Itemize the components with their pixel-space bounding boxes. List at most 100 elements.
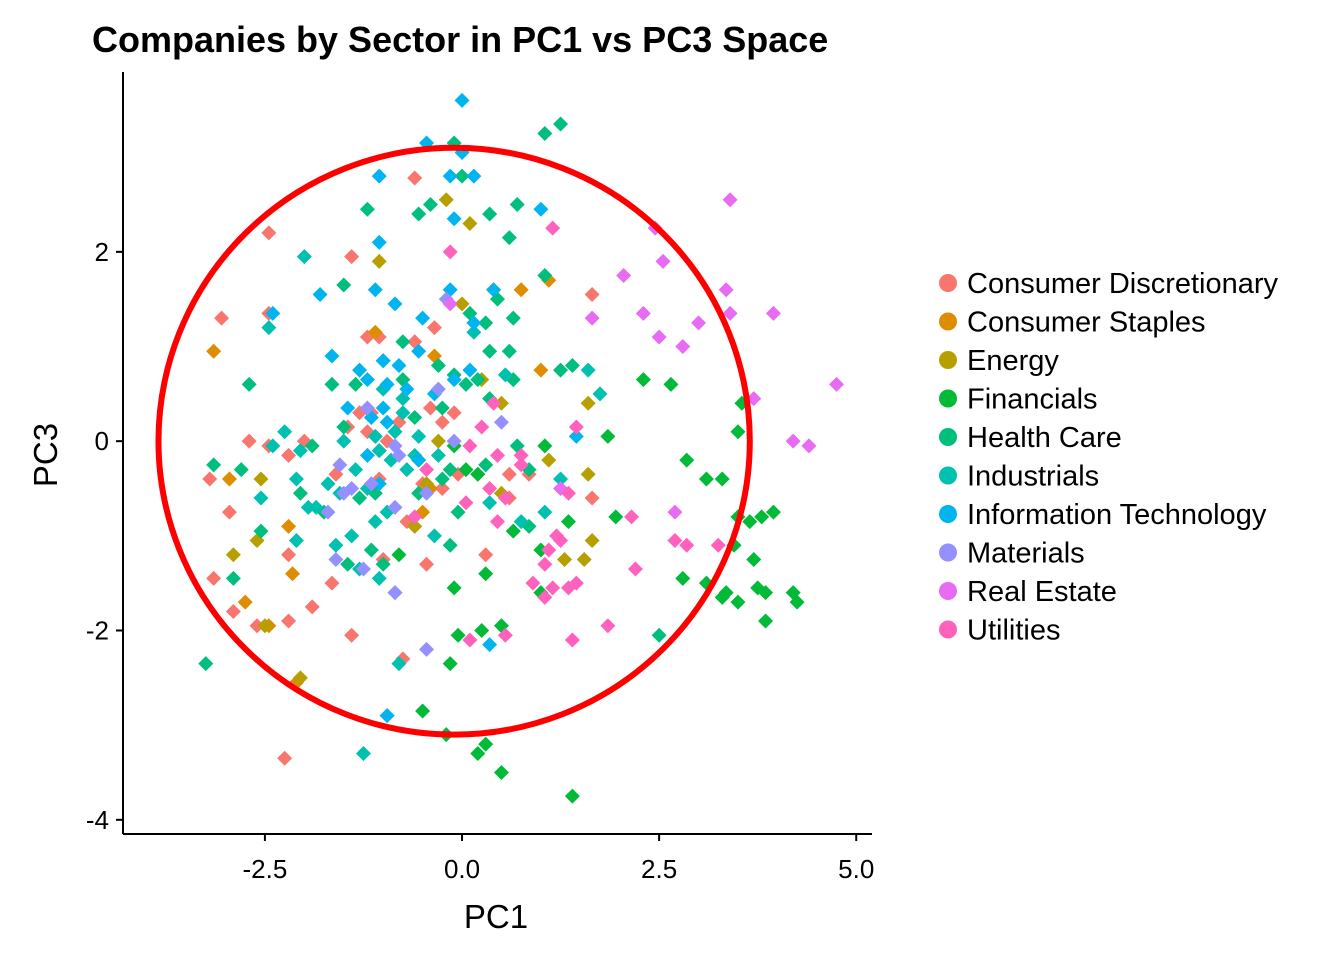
data-point xyxy=(281,518,297,534)
legend-item: Health Care xyxy=(939,422,1122,454)
data-point xyxy=(742,514,758,530)
data-point xyxy=(359,400,375,416)
data-point xyxy=(304,438,320,454)
data-point xyxy=(363,542,379,558)
data-point xyxy=(592,386,608,402)
data-point xyxy=(509,197,525,213)
data-point xyxy=(584,533,600,549)
data-point xyxy=(265,438,281,454)
data-point xyxy=(722,192,738,208)
data-point xyxy=(470,746,486,762)
data-point xyxy=(627,561,643,577)
legend-item: Materials xyxy=(939,538,1085,570)
data-point xyxy=(430,357,446,373)
legend-key xyxy=(939,389,957,408)
data-point xyxy=(277,750,293,766)
data-point xyxy=(525,575,541,591)
legend-key xyxy=(939,620,957,639)
y-tick-label: -4 xyxy=(86,805,109,835)
data-point xyxy=(391,656,407,672)
data-point xyxy=(474,419,490,435)
data-point xyxy=(340,556,356,572)
data-point xyxy=(419,462,435,478)
data-point xyxy=(635,305,651,321)
data-point xyxy=(371,476,387,492)
data-point xyxy=(296,249,312,265)
data-point xyxy=(395,334,411,350)
data-point xyxy=(557,551,573,567)
data-point xyxy=(679,452,695,468)
data-point xyxy=(352,490,368,506)
data-point xyxy=(359,201,375,217)
data-point xyxy=(419,476,435,492)
data-point xyxy=(829,376,845,392)
data-point xyxy=(434,480,450,496)
legend-item: Real Estate xyxy=(939,576,1117,608)
data-point xyxy=(225,547,241,563)
series-materials xyxy=(320,291,509,657)
data-point xyxy=(560,580,576,596)
data-point xyxy=(478,566,494,582)
data-point xyxy=(426,528,442,544)
data-point xyxy=(281,547,297,563)
data-point xyxy=(261,320,277,336)
legend-key xyxy=(939,351,957,369)
data-point xyxy=(277,424,293,440)
data-point xyxy=(371,168,387,184)
data-point xyxy=(399,381,415,397)
data-point xyxy=(324,376,340,392)
data-point xyxy=(281,447,297,463)
data-point xyxy=(785,433,801,449)
data-point xyxy=(344,528,360,544)
data-point xyxy=(478,457,494,473)
data-point xyxy=(462,362,478,378)
data-point xyxy=(288,471,304,487)
data-point xyxy=(758,585,774,601)
data-point xyxy=(415,703,431,719)
data-point xyxy=(312,286,328,302)
data-point xyxy=(387,499,403,515)
data-point xyxy=(371,443,387,459)
data-point xyxy=(221,471,237,487)
data-point xyxy=(419,485,435,501)
data-point xyxy=(352,362,368,378)
data-point xyxy=(407,509,423,525)
data-point xyxy=(407,518,423,534)
data-point xyxy=(675,339,691,355)
data-point xyxy=(367,428,383,444)
data-point xyxy=(304,599,320,615)
highlight-circle xyxy=(155,144,753,738)
data-point xyxy=(501,343,517,359)
data-point xyxy=(493,764,509,780)
data-point xyxy=(789,594,805,610)
data-point xyxy=(292,485,308,501)
data-point xyxy=(422,197,438,213)
y-tick-label: -2 xyxy=(86,615,109,645)
data-point xyxy=(497,627,513,643)
data-point xyxy=(446,405,462,421)
data-point xyxy=(253,490,269,506)
legend-item: Energy xyxy=(939,345,1059,377)
data-point xyxy=(411,343,427,359)
data-point xyxy=(490,514,505,530)
data-point xyxy=(348,376,364,392)
series-real-estate xyxy=(442,192,845,520)
data-point xyxy=(458,462,474,478)
data-point xyxy=(458,376,474,392)
data-point xyxy=(225,570,241,586)
data-point xyxy=(446,211,462,227)
data-point xyxy=(237,594,253,610)
legend-label: Consumer Staples xyxy=(967,307,1206,339)
data-point xyxy=(482,480,498,496)
data-point xyxy=(391,547,407,563)
data-point xyxy=(446,372,462,388)
data-point xyxy=(340,400,356,416)
data-point xyxy=(367,514,383,530)
data-point xyxy=(391,357,407,373)
data-point xyxy=(371,253,387,269)
data-point xyxy=(710,537,726,553)
data-point xyxy=(501,230,517,246)
data-point xyxy=(285,566,301,582)
legend-label: Industrials xyxy=(967,461,1099,493)
data-point xyxy=(332,457,348,473)
